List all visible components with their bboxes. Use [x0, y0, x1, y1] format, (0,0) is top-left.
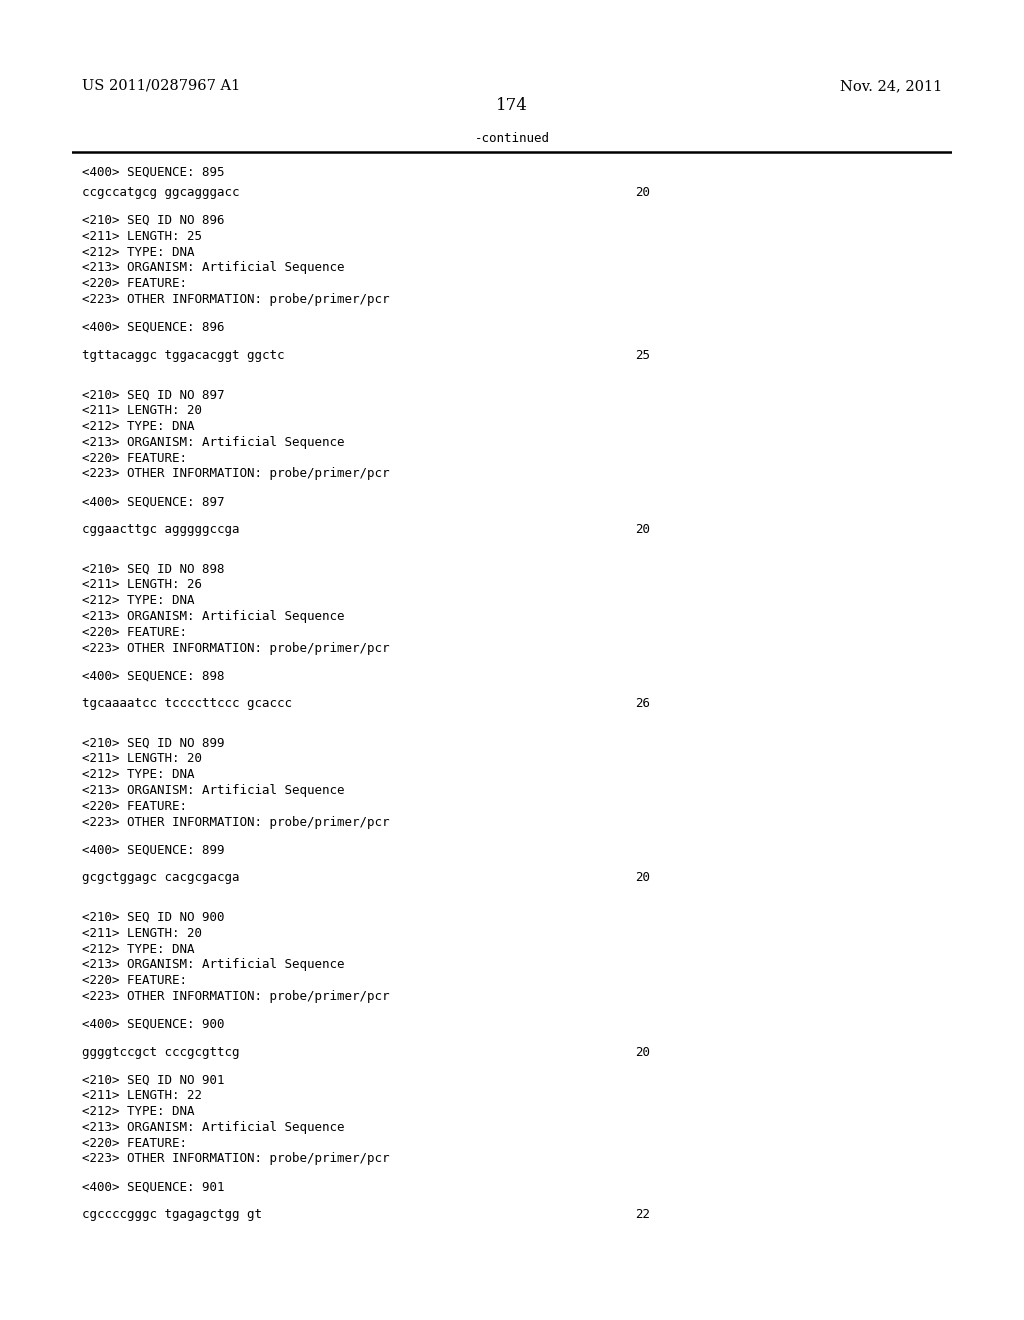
Text: <213> ORGANISM: Artificial Sequence: <213> ORGANISM: Artificial Sequence [82, 436, 344, 449]
Text: <400> SEQUENCE: 895: <400> SEQUENCE: 895 [82, 165, 224, 178]
Text: <210> SEQ ID NO 900: <210> SEQ ID NO 900 [82, 911, 224, 924]
Text: tgttacaggc tggacacggt ggctc: tgttacaggc tggacacggt ggctc [82, 348, 285, 362]
Text: <213> ORGANISM: Artificial Sequence: <213> ORGANISM: Artificial Sequence [82, 261, 344, 275]
Text: <210> SEQ ID NO 898: <210> SEQ ID NO 898 [82, 562, 224, 576]
Text: <212> TYPE: DNA: <212> TYPE: DNA [82, 594, 195, 607]
Text: <400> SEQUENCE: 900: <400> SEQUENCE: 900 [82, 1018, 224, 1031]
Text: <211> LENGTH: 22: <211> LENGTH: 22 [82, 1089, 202, 1102]
Text: <223> OTHER INFORMATION: probe/primer/pcr: <223> OTHER INFORMATION: probe/primer/pc… [82, 293, 389, 306]
Text: <211> LENGTH: 20: <211> LENGTH: 20 [82, 752, 202, 766]
Text: <223> OTHER INFORMATION: probe/primer/pcr: <223> OTHER INFORMATION: probe/primer/pc… [82, 816, 389, 829]
Text: 174: 174 [496, 98, 528, 114]
Text: ggggtccgct cccgcgttcg: ggggtccgct cccgcgttcg [82, 1045, 240, 1059]
Text: <223> OTHER INFORMATION: probe/primer/pcr: <223> OTHER INFORMATION: probe/primer/pc… [82, 1152, 389, 1166]
Text: <220> FEATURE:: <220> FEATURE: [82, 626, 187, 639]
Text: cgccccgggc tgagagctgg gt: cgccccgggc tgagagctgg gt [82, 1208, 262, 1221]
Text: <220> FEATURE:: <220> FEATURE: [82, 451, 187, 465]
Text: <400> SEQUENCE: 898: <400> SEQUENCE: 898 [82, 669, 224, 682]
Text: <212> TYPE: DNA: <212> TYPE: DNA [82, 768, 195, 781]
Text: <220> FEATURE:: <220> FEATURE: [82, 1137, 187, 1150]
Text: <213> ORGANISM: Artificial Sequence: <213> ORGANISM: Artificial Sequence [82, 1121, 344, 1134]
Text: -continued: -continued [474, 132, 550, 145]
Text: <210> SEQ ID NO 901: <210> SEQ ID NO 901 [82, 1073, 224, 1086]
Text: <400> SEQUENCE: 899: <400> SEQUENCE: 899 [82, 843, 224, 857]
Text: <400> SEQUENCE: 896: <400> SEQUENCE: 896 [82, 321, 224, 334]
Text: <211> LENGTH: 26: <211> LENGTH: 26 [82, 578, 202, 591]
Text: ccgccatgcg ggcagggacc: ccgccatgcg ggcagggacc [82, 186, 240, 199]
Text: <212> TYPE: DNA: <212> TYPE: DNA [82, 1105, 195, 1118]
Text: tgcaaaatcc tccccttccc gcaccc: tgcaaaatcc tccccttccc gcaccc [82, 697, 292, 710]
Text: <211> LENGTH: 20: <211> LENGTH: 20 [82, 927, 202, 940]
Text: <223> OTHER INFORMATION: probe/primer/pcr: <223> OTHER INFORMATION: probe/primer/pc… [82, 990, 389, 1003]
Text: <211> LENGTH: 25: <211> LENGTH: 25 [82, 230, 202, 243]
Text: <210> SEQ ID NO 896: <210> SEQ ID NO 896 [82, 214, 224, 227]
Text: <220> FEATURE:: <220> FEATURE: [82, 974, 187, 987]
Text: <400> SEQUENCE: 897: <400> SEQUENCE: 897 [82, 495, 224, 508]
Text: 20: 20 [635, 523, 650, 536]
Text: 20: 20 [635, 1045, 650, 1059]
Text: <212> TYPE: DNA: <212> TYPE: DNA [82, 246, 195, 259]
Text: 22: 22 [635, 1208, 650, 1221]
Text: 20: 20 [635, 871, 650, 884]
Text: <223> OTHER INFORMATION: probe/primer/pcr: <223> OTHER INFORMATION: probe/primer/pc… [82, 467, 389, 480]
Text: 26: 26 [635, 697, 650, 710]
Text: Nov. 24, 2011: Nov. 24, 2011 [840, 79, 942, 92]
Text: <212> TYPE: DNA: <212> TYPE: DNA [82, 420, 195, 433]
Text: <220> FEATURE:: <220> FEATURE: [82, 277, 187, 290]
Text: <213> ORGANISM: Artificial Sequence: <213> ORGANISM: Artificial Sequence [82, 958, 344, 972]
Text: <220> FEATURE:: <220> FEATURE: [82, 800, 187, 813]
Text: <223> OTHER INFORMATION: probe/primer/pcr: <223> OTHER INFORMATION: probe/primer/pc… [82, 642, 389, 655]
Text: gcgctggagc cacgcgacga: gcgctggagc cacgcgacga [82, 871, 240, 884]
Text: <210> SEQ ID NO 897: <210> SEQ ID NO 897 [82, 388, 224, 401]
Text: 20: 20 [635, 186, 650, 199]
Text: <210> SEQ ID NO 899: <210> SEQ ID NO 899 [82, 737, 224, 750]
Text: <211> LENGTH: 20: <211> LENGTH: 20 [82, 404, 202, 417]
Text: <212> TYPE: DNA: <212> TYPE: DNA [82, 942, 195, 956]
Text: cggaacttgc agggggccga: cggaacttgc agggggccga [82, 523, 240, 536]
Text: US 2011/0287967 A1: US 2011/0287967 A1 [82, 79, 241, 92]
Text: <400> SEQUENCE: 901: <400> SEQUENCE: 901 [82, 1180, 224, 1193]
Text: <213> ORGANISM: Artificial Sequence: <213> ORGANISM: Artificial Sequence [82, 610, 344, 623]
Text: 25: 25 [635, 348, 650, 362]
Text: <213> ORGANISM: Artificial Sequence: <213> ORGANISM: Artificial Sequence [82, 784, 344, 797]
